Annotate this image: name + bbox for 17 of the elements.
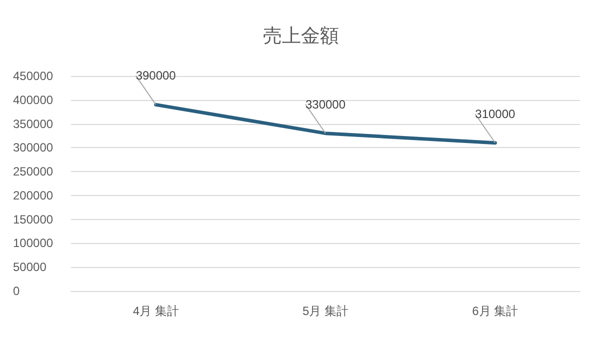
x-tick-label: 5月 集計 [302, 304, 349, 318]
y-tick-label: 300000 [13, 140, 54, 155]
y-tick-label: 0 [13, 284, 20, 298]
data-label: 310000 [475, 106, 516, 121]
data-label: 390000 [136, 68, 176, 83]
y-tick-label: 250000 [13, 164, 54, 179]
data-label: 330000 [305, 97, 346, 112]
chart-title: 売上金額 [263, 26, 339, 47]
x-tick-label: 4月 集計 [132, 304, 179, 318]
y-tick-label: 450000 [13, 69, 54, 83]
y-tick-label: 100000 [13, 236, 54, 250]
y-tick-label: 200000 [13, 188, 54, 202]
y-tick-label: 400000 [13, 92, 54, 107]
y-tick-label: 50000 [13, 260, 47, 274]
y-tick-label: 350000 [13, 116, 54, 131]
y-tick-label: 150000 [13, 212, 54, 226]
x-tick-label: 6月 集計 [472, 304, 518, 318]
